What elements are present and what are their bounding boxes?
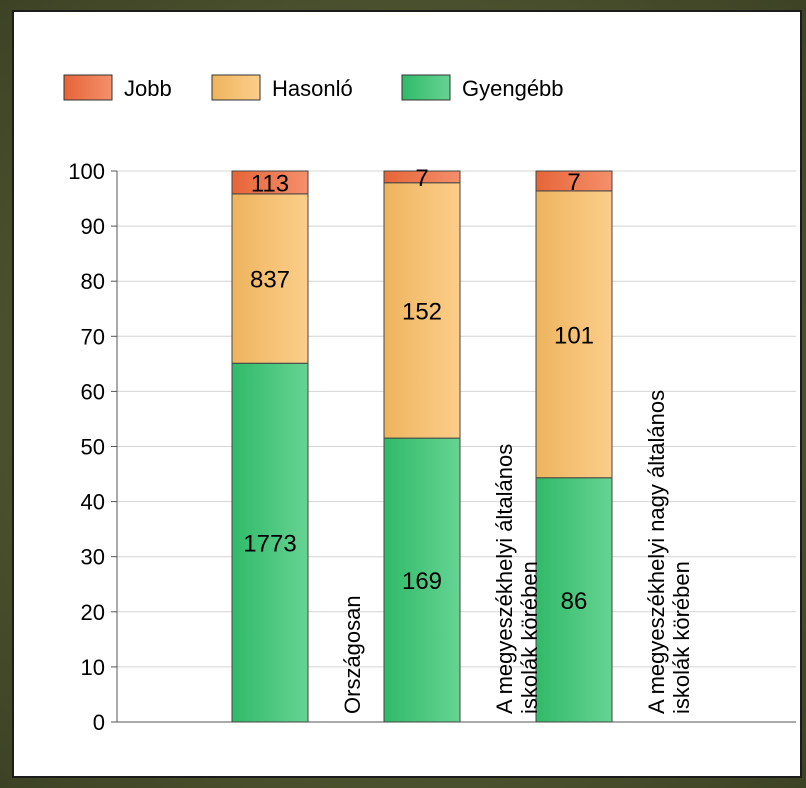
bar-segment-jobb xyxy=(535,170,613,192)
data-label-hasonlo: 152 xyxy=(402,298,442,325)
y-tick-label: 30 xyxy=(81,545,105,570)
y-tick-label: 60 xyxy=(81,379,105,404)
category-label-line: Országosan xyxy=(340,595,365,714)
y-tick-label: 90 xyxy=(81,214,105,239)
y-tick-label: 40 xyxy=(81,490,105,515)
bar-segment-hasonlo xyxy=(535,190,613,479)
y-tick-label: 0 xyxy=(93,710,105,735)
chart-frame: Jobb Hasonló Gyengébb 0 10 20 30 40 50 60 70 80 90 1… xyxy=(12,10,802,778)
category-label-line: iskolák körében xyxy=(669,561,694,714)
data-label-gyengebb: 1773 xyxy=(243,531,296,558)
bar-segment-jobb xyxy=(231,170,309,195)
category-label: A megyeszékhelyi általános iskolák körébe… xyxy=(492,444,542,714)
category-label-line: A megyeszékhelyi általános xyxy=(492,444,517,714)
bar-segment-gyengebb xyxy=(231,362,309,723)
y-tick-label: 80 xyxy=(81,269,105,294)
legend-label-gyengebb: Gyengébb xyxy=(462,76,564,101)
data-label-hasonlo: 101 xyxy=(554,322,594,349)
bar-segment-jobb xyxy=(383,170,461,184)
category-label: Országosan xyxy=(340,595,365,714)
legend-label-hasonlo: Hasonló xyxy=(272,76,353,101)
y-tick-label: 100 xyxy=(68,159,105,184)
stacked-bar-chart: Jobb Hasonló Gyengébb 0 10 20 30 40 50 60 70 80 90 1… xyxy=(63,74,796,735)
bars: 1773 837 113 169 152 7 86 101 7 xyxy=(231,165,613,723)
y-tick-label: 10 xyxy=(81,655,105,680)
category-label-line: A megyeszékhelyi nagy általános xyxy=(644,390,669,714)
legend-swatch-gyengebb xyxy=(401,74,451,101)
category-label-line: iskolák körében xyxy=(517,561,542,714)
y-tick-label: 50 xyxy=(81,435,105,460)
y-tick-label: 20 xyxy=(81,600,105,625)
data-label-gyengebb: 169 xyxy=(402,568,442,595)
y-axis: 0 10 20 30 40 50 60 70 80 90 100 xyxy=(68,159,796,735)
data-label-hasonlo: 837 xyxy=(250,267,290,294)
legend: Jobb Hasonló Gyengébb xyxy=(63,74,564,101)
category-labels: Országosan A megyeszékhelyi általános isko… xyxy=(340,390,694,714)
bar-segment-hasonlo xyxy=(231,193,309,364)
legend-label-jobb: Jobb xyxy=(124,76,172,101)
data-label-gyengebb: 86 xyxy=(561,588,588,615)
data-label-jobb: 113 xyxy=(251,170,289,197)
legend-swatch-hasonlo xyxy=(211,74,261,101)
data-label-jobb: 7 xyxy=(415,165,428,192)
legend-swatch-jobb xyxy=(63,74,113,101)
y-tick-label: 70 xyxy=(81,324,105,349)
category-label: A megyeszékhelyi nagy általános iskolák k… xyxy=(644,390,694,714)
bar-segment-gyengebb xyxy=(535,477,613,723)
data-label-jobb: 7 xyxy=(567,169,580,196)
